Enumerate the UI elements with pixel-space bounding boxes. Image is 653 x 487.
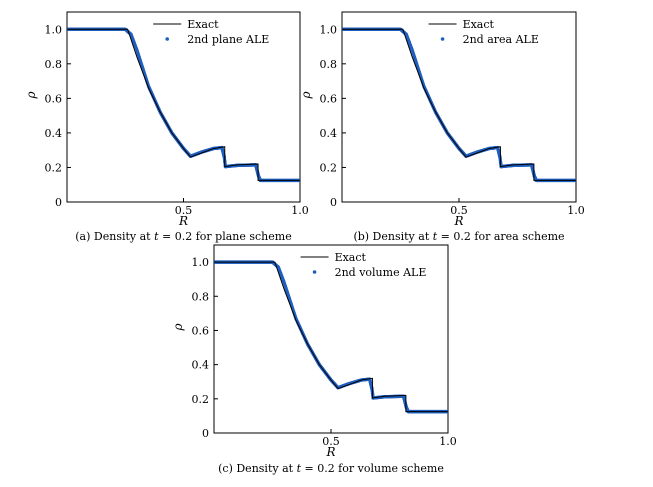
caption-suffix: = 0.2 for area scheme	[437, 230, 564, 243]
series-exact-line	[67, 28, 300, 181]
series-numerical	[67, 27, 300, 183]
y-tick-label: 0.4	[320, 127, 338, 140]
chart-panel-3: 0 0.2 0.4 0.6 0.8 1.0 0.5 1.0 Rρ Exact 2nd volume …	[171, 244, 457, 475]
legend-exact-label: Exact	[335, 251, 367, 264]
y-axis-label: ρ	[24, 91, 38, 99]
y-tick-label: 0.2	[192, 393, 210, 406]
caption-prefix: (c) Density at	[218, 462, 296, 475]
series-exact-line	[342, 28, 576, 181]
y-tick-label: 0.8	[320, 58, 338, 71]
legend-numerical-swatch	[440, 37, 445, 41]
legend: Exact 2nd plane ALE	[153, 18, 269, 46]
legend-numerical-label: 2nd area ALE	[463, 33, 539, 46]
x-tick-label: 0.5	[322, 435, 340, 448]
caption-var: t	[297, 462, 302, 475]
legend-exact-label: Exact	[187, 18, 219, 31]
series-numerical	[342, 27, 576, 183]
series-numerical	[214, 260, 448, 414]
y-axis-label: ρ	[171, 323, 185, 331]
caption-suffix: = 0.2 for volume scheme	[301, 462, 444, 475]
chart-panel-1: 0 0.2 0.4 0.6 0.8 1.0 0.5 1.0 Rρ Exact 2nd plane A…	[24, 11, 309, 243]
y-tick-label: 0.2	[45, 161, 63, 174]
y-tick-label: 0.4	[45, 127, 63, 140]
caption-prefix: (b) Density at	[353, 230, 432, 243]
legend: Exact 2nd area ALE	[428, 18, 539, 46]
figure-caption: (c) Density at t = 0.2 for volume scheme	[218, 462, 444, 475]
y-tick-label: 1.0	[45, 23, 63, 36]
x-tick-label: 0.5	[175, 204, 193, 217]
y-tick-label: 1.0	[192, 256, 210, 269]
caption-var: t	[433, 230, 438, 243]
y-axis-label: ρ	[299, 91, 313, 99]
series-exact-line	[214, 261, 448, 413]
x-tick-label: 0.5	[450, 204, 468, 217]
legend-numerical-swatch	[312, 270, 317, 274]
y-tick-label: 0.6	[192, 324, 210, 337]
x-axis-label: R	[453, 214, 463, 228]
y-tick-label: 0.8	[192, 290, 210, 303]
legend: Exact 2nd volume ALE	[300, 251, 427, 279]
legend-numerical-label: 2nd plane ALE	[187, 33, 269, 46]
y-tick-label: 0.6	[320, 92, 338, 105]
caption-prefix: (a) Density at	[75, 230, 154, 243]
x-tick-label: 1.0	[291, 204, 309, 217]
figure-caption: (a) Density at t = 0.2 for plane scheme	[75, 230, 291, 243]
chart-panel-2: 0 0.2 0.4 0.6 0.8 1.0 0.5 1.0 Rρ Exact 2nd area AL…	[299, 11, 585, 243]
figure-caption: (b) Density at t = 0.2 for area scheme	[353, 230, 564, 243]
x-tick-label: 1.0	[567, 204, 585, 217]
legend-exact-label: Exact	[463, 18, 495, 31]
y-tick-label: 0.8	[45, 58, 63, 71]
y-tick-label: 0	[202, 427, 209, 440]
y-tick-label: 0	[55, 196, 62, 209]
x-tick-label: 1.0	[439, 435, 457, 448]
legend-numerical-swatch	[165, 37, 170, 41]
y-tick-label: 0.2	[320, 161, 338, 174]
y-tick-label: 0.4	[192, 359, 210, 372]
y-tick-label: 0.6	[45, 92, 63, 105]
x-axis-label: R	[325, 445, 335, 459]
caption-var: t	[154, 230, 159, 243]
caption-suffix: = 0.2 for plane scheme	[159, 230, 292, 243]
x-axis-label: R	[178, 214, 188, 228]
y-tick-label: 1.0	[320, 23, 338, 36]
plot-frame	[341, 11, 577, 203]
legend-numerical-label: 2nd volume ALE	[335, 266, 427, 279]
y-tick-label: 0	[330, 196, 337, 209]
